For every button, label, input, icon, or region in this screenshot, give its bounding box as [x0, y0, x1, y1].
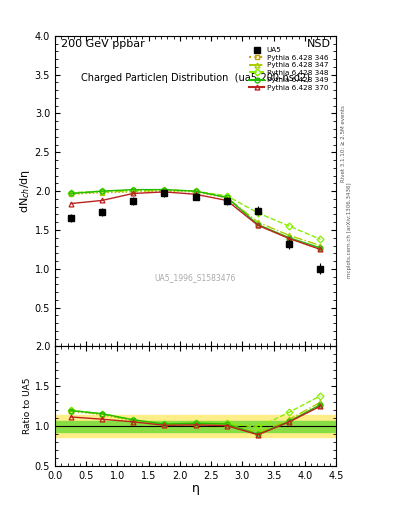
Text: Rivet 3.1.10; ≥ 2.5M events: Rivet 3.1.10; ≥ 2.5M events — [341, 105, 346, 182]
Text: 200 GeV ppbar: 200 GeV ppbar — [61, 39, 144, 49]
Text: UA5_1996_S1583476: UA5_1996_S1583476 — [155, 273, 236, 283]
Bar — [55, 420, 336, 432]
Y-axis label: Ratio to UA5: Ratio to UA5 — [23, 378, 32, 435]
Y-axis label: dN$_{ch}$/dη: dN$_{ch}$/dη — [18, 169, 32, 213]
Bar — [55, 415, 336, 437]
Legend: UA5, Pythia 6.428 346, Pythia 6.428 347, Pythia 6.428 348, Pythia 6.428 349, Pyt: UA5, Pythia 6.428 346, Pythia 6.428 347,… — [247, 46, 330, 92]
Text: NSD: NSD — [307, 39, 331, 49]
Text: Charged Particleη Distribution  (ua5-200-nsd2): Charged Particleη Distribution (ua5-200-… — [81, 73, 310, 83]
Text: mcplots.cern.ch [arXiv:1306.3436]: mcplots.cern.ch [arXiv:1306.3436] — [347, 183, 352, 278]
X-axis label: η: η — [191, 482, 200, 495]
